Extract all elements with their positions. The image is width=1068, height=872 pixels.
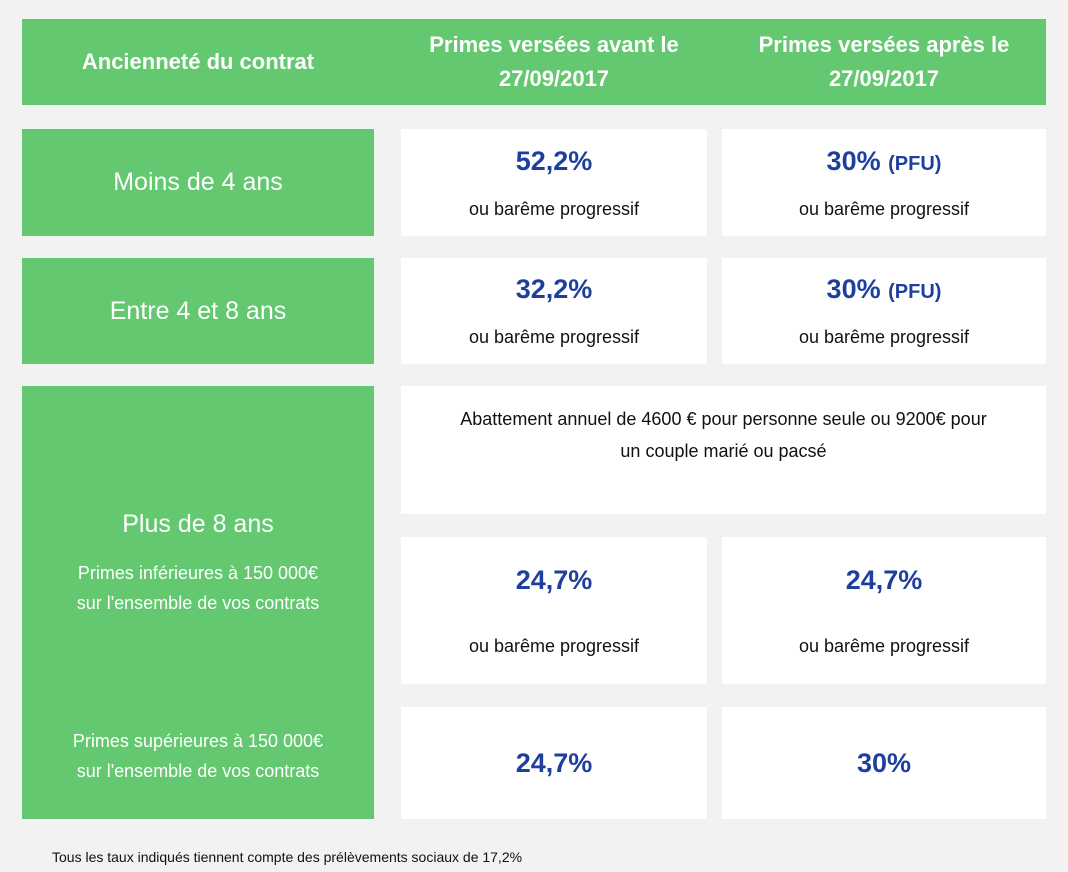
note: ou barême progressif: [468, 198, 640, 219]
rate: 32,2%: [515, 274, 593, 304]
sub-label-inf: Primes inférieures à 150 000€ sur l'ensem…: [22, 558, 374, 618]
row-label-entre-4-8-ans: Entre 4 et 8 ans: [22, 258, 374, 364]
sub-label-line: Primes supérieures à 150 000€: [72, 731, 324, 751]
sub-label-line: sur l'ensemble de vos contrats: [76, 593, 320, 613]
rate: 24,7%: [845, 564, 923, 595]
cell-after: 30% (PFU) ou barême progressif: [722, 129, 1046, 236]
row-label: Moins de 4 ans: [113, 168, 283, 196]
header-label: 27/09/2017: [498, 66, 610, 91]
header-label: Primes versées après le: [758, 32, 1010, 57]
cell-before: 24,7% ou barême progressif: [401, 537, 707, 684]
row-label: Plus de 8 ans: [122, 510, 274, 538]
abattement-text: Abattement annuel de 4600 € pour personn…: [460, 409, 987, 429]
note: ou barême progressif: [798, 635, 970, 656]
rate-suffix: (PFU): [888, 152, 942, 175]
cell-after: 30%: [722, 707, 1046, 819]
cell-after: 30% (PFU) ou barême progressif: [722, 258, 1046, 364]
note: ou barême progressif: [468, 635, 640, 656]
rate-suffix: (PFU): [888, 281, 942, 303]
sub-label-sup: Primes supérieures à 150 000€ sur l'ensem…: [22, 726, 374, 786]
rate: 30%: [826, 274, 881, 304]
row-label-moins-4-ans: Moins de 4 ans: [22, 129, 374, 236]
footnote: Tous les taux indiqués tiennent compte d…: [52, 849, 523, 865]
cell-before: 24,7%: [401, 707, 707, 819]
cell-before: 52,2% ou barême progressif: [401, 129, 707, 236]
cell-after: 24,7% ou barême progressif: [722, 537, 1046, 684]
sub-label-line: Primes inférieures à 150 000€: [77, 563, 319, 583]
header-label: 27/09/2017: [828, 66, 940, 91]
header-apres: Primes versées après le 27/09/2017: [722, 19, 1046, 105]
table-header: [22, 19, 1046, 105]
sub-label-line: sur l'ensemble de vos contrats: [76, 761, 320, 781]
abattement-cell: Abattement annuel de 4600 € pour personn…: [401, 386, 1046, 514]
header-avant: Primes versées avant le 27/09/2017: [401, 19, 707, 105]
rate: 24,7%: [515, 564, 593, 595]
header-label: Ancienneté du contrat: [81, 49, 315, 74]
rate: 30%: [826, 145, 881, 176]
rate: 24,7%: [515, 747, 593, 778]
row-label: Entre 4 et 8 ans: [109, 296, 287, 325]
cell-before: 32,2% ou barême progressif: [401, 258, 707, 364]
note: ou barême progressif: [798, 198, 970, 219]
header-label: Primes versées avant le: [429, 32, 679, 57]
abattement-text: un couple marié ou pacsé: [620, 441, 827, 461]
rate: 30%: [856, 747, 912, 778]
header-anciennete: Ancienneté du contrat: [22, 19, 374, 105]
note: ou barême progressif: [468, 327, 640, 347]
row-label-plus-8-ans: Plus de 8 ans Primes inférieures à 150 0…: [22, 386, 374, 819]
note: ou barême progressif: [798, 327, 970, 347]
rate: 52,2%: [515, 145, 593, 176]
